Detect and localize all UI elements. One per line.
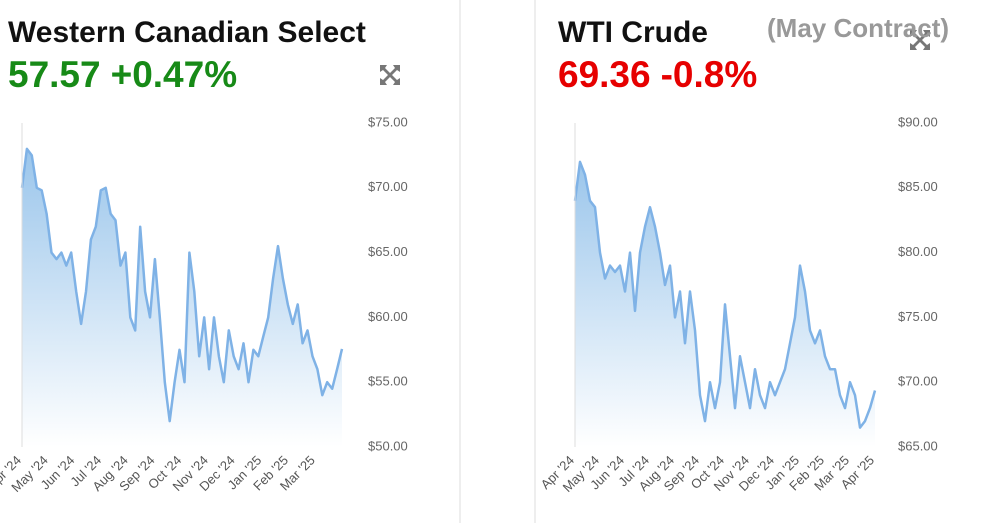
y-tick-label: $55.00 (368, 374, 408, 389)
chart-subtitle: (May Contract) (767, 13, 949, 43)
y-tick-label: $75.00 (368, 114, 408, 129)
y-tick-label: $70.00 (368, 179, 408, 194)
price-line: 69.36 -0.8% (558, 54, 757, 95)
y-tick-label: $75.00 (898, 309, 938, 324)
price: 57.57 (8, 54, 101, 95)
price-line: 57.57 +0.47% (8, 54, 237, 95)
y-tick-label: $50.00 (368, 438, 408, 453)
y-tick-label: $80.00 (898, 244, 938, 259)
chart-title: Western Canadian Select (8, 16, 366, 49)
y-tick-label: $65.00 (898, 438, 938, 453)
y-tick-label: $60.00 (368, 309, 408, 324)
area (22, 148, 342, 447)
y-tick-label: $70.00 (898, 374, 938, 389)
y-tick-label: $90.00 (898, 114, 938, 129)
change: +0.47% (111, 54, 238, 95)
y-tick-label: $65.00 (368, 244, 408, 259)
y-tick-label: $85.00 (898, 179, 938, 194)
line (573, 160, 877, 429)
price: 69.36 (558, 54, 651, 95)
chart-title: WTI Crude (558, 16, 708, 49)
expand-button[interactable] (380, 65, 400, 85)
change: -0.8% (661, 54, 758, 95)
line (20, 147, 344, 423)
